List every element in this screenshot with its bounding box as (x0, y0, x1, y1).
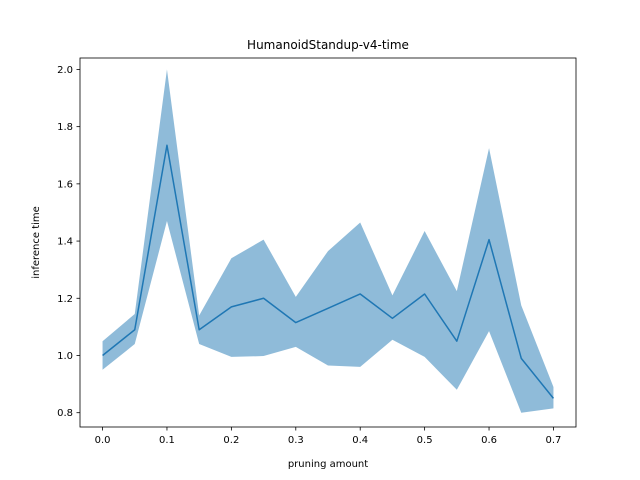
y-tick-label: 1.0 (57, 351, 73, 362)
confidence-band (102, 69, 554, 413)
y-tick-label: 1.4 (57, 237, 73, 248)
mean-line (102, 144, 555, 399)
y-tick-label: 0.8 (57, 408, 73, 419)
x-tick-label: 0.5 (417, 435, 433, 446)
x-tick-label: 0.2 (223, 435, 239, 446)
x-axis-label: pruning amount (288, 459, 368, 470)
y-axis: 0.8 1.0 1.2 1.4 1.6 1.8 2.0 (57, 65, 80, 419)
y-tick-label: 1.6 (57, 179, 73, 190)
x-tick-label: 0.3 (288, 435, 304, 446)
axes-frame (79, 57, 577, 428)
plot-area (102, 69, 555, 413)
chart-title: HumanoidStandup-v4-time (247, 38, 409, 52)
y-tick-label: 1.2 (57, 294, 73, 305)
y-axis-label: inference time (31, 206, 42, 279)
y-tick-label: 2.0 (57, 65, 73, 76)
y-tick-label: 1.8 (57, 122, 73, 133)
x-tick-label: 0.1 (159, 435, 175, 446)
x-axis: 0.0 0.1 0.2 0.3 0.4 0.5 0.6 0.7 (95, 427, 562, 446)
x-tick-label: 0.6 (481, 435, 497, 446)
x-tick-label: 0.4 (352, 435, 368, 446)
x-tick-label: 0.0 (95, 435, 111, 446)
x-tick-label: 0.7 (546, 435, 562, 446)
